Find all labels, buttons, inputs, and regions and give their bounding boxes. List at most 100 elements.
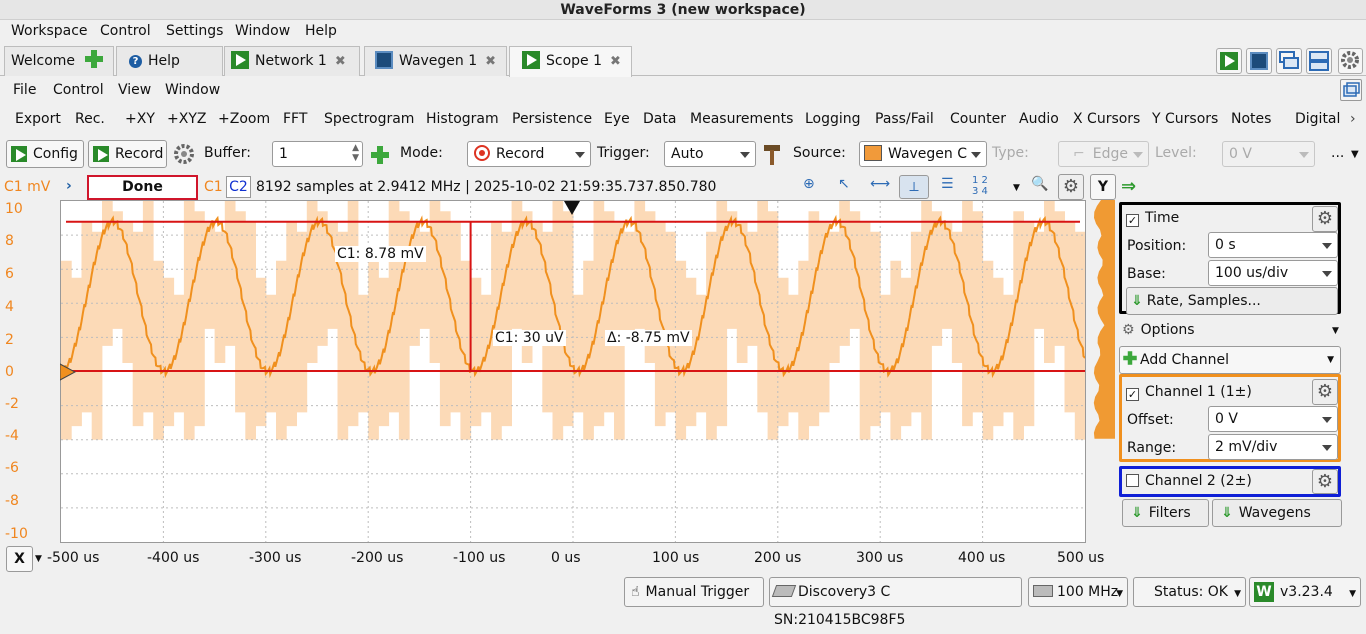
vertical-measure-icon[interactable]: ⟂ bbox=[899, 175, 929, 199]
settings-gear-button[interactable] bbox=[1338, 48, 1363, 74]
config-button[interactable]: Config bbox=[6, 140, 84, 168]
tab-network[interactable]: Network 1 ✖ bbox=[224, 46, 360, 76]
tool-passfail[interactable]: Pass/Fail bbox=[875, 111, 934, 127]
waveform-svg[interactable] bbox=[61, 201, 1085, 542]
cursor-arrow-icon[interactable]: ↖ bbox=[838, 176, 850, 192]
channel1-gear-icon[interactable]: ⚙ bbox=[1312, 379, 1338, 405]
channel2-header[interactable]: Channel 2 (2±) bbox=[1126, 473, 1252, 489]
channel1-header[interactable]: ✓ Channel 1 (1±) bbox=[1126, 384, 1252, 401]
stop-all-button[interactable] bbox=[1246, 48, 1272, 74]
close-icon[interactable]: ✖ bbox=[485, 54, 497, 69]
zoom-in-icon[interactable]: ⊕ bbox=[803, 176, 815, 192]
source-select[interactable]: Wavegen C bbox=[859, 141, 987, 167]
menu-settings[interactable]: Settings bbox=[166, 23, 224, 39]
x-axis-button[interactable]: X bbox=[6, 546, 33, 572]
chevron-down-icon[interactable]: ▼ bbox=[35, 554, 42, 564]
filters-button[interactable]: ⇓ Filters bbox=[1122, 499, 1209, 527]
tab-welcome[interactable]: Welcome bbox=[4, 46, 114, 76]
rate-samples-button[interactable]: ⇓ Rate, Samples... bbox=[1126, 287, 1338, 315]
zoom-search-icon[interactable]: 🔍 bbox=[1031, 176, 1049, 192]
chevron-down-icon[interactable]: ▼ bbox=[1013, 183, 1020, 193]
channel1-tag[interactable]: C1 bbox=[204, 179, 223, 195]
tool-rec[interactable]: Rec. bbox=[75, 111, 105, 127]
tool-xy[interactable]: +XY bbox=[125, 111, 155, 127]
channel1-checkbox[interactable]: ✓ bbox=[1126, 388, 1139, 401]
channel2-checkbox[interactable] bbox=[1126, 474, 1139, 487]
channel2-tag[interactable]: C2 bbox=[226, 176, 251, 198]
tile-windows-button[interactable] bbox=[1306, 48, 1332, 74]
trigger-level-marker-icon[interactable] bbox=[60, 363, 76, 381]
add-plus-icon[interactable] bbox=[84, 49, 104, 69]
scope-plot[interactable] bbox=[60, 200, 1086, 543]
close-icon[interactable]: ✖ bbox=[610, 54, 621, 69]
menu-help[interactable]: Help bbox=[305, 23, 337, 39]
time-gear-icon[interactable]: ⚙ bbox=[1312, 206, 1338, 232]
trigger-position-marker-icon[interactable] bbox=[563, 200, 581, 216]
options-header[interactable]: ⚙ Options bbox=[1122, 322, 1195, 338]
spin-arrows-icon[interactable]: ▲ ▼ bbox=[352, 143, 359, 163]
tool-audio[interactable]: Audio bbox=[1019, 111, 1059, 127]
collapse-arrow-icon[interactable]: ⇒ bbox=[1121, 176, 1137, 197]
cascade-windows-button[interactable] bbox=[1276, 48, 1302, 74]
position-field[interactable]: 0 s bbox=[1208, 232, 1338, 258]
tool-logging[interactable]: Logging bbox=[805, 111, 861, 127]
plot-gear-icon[interactable]: ⚙ bbox=[1058, 174, 1084, 200]
menu-window[interactable]: Window bbox=[235, 23, 291, 39]
wavegens-button[interactable]: ⇓ Wavegens bbox=[1212, 499, 1342, 527]
menu-control[interactable]: Control bbox=[53, 82, 104, 98]
base-field[interactable]: 100 us/div bbox=[1208, 260, 1338, 286]
time-header[interactable]: ✓ Time bbox=[1126, 210, 1179, 227]
tool-export[interactable]: Export bbox=[15, 111, 61, 127]
buffer-spinbox[interactable]: 1 ▲ ▼ bbox=[272, 141, 363, 167]
tab-scope[interactable]: Scope 1 ✖ bbox=[509, 46, 632, 77]
align-icon[interactable]: ☰ bbox=[941, 176, 954, 192]
range-field[interactable]: 2 mV/div bbox=[1208, 434, 1338, 460]
horizontal-measure-icon[interactable]: ⟷ bbox=[870, 176, 891, 192]
more-options[interactable]: ... bbox=[1331, 145, 1345, 161]
tool-fft[interactable]: FFT bbox=[283, 111, 308, 127]
tool-spectrogram[interactable]: Spectrogram bbox=[324, 111, 415, 127]
mode-select[interactable]: Record bbox=[467, 141, 591, 167]
menu-view[interactable]: View bbox=[118, 82, 152, 98]
offset-field[interactable]: 0 V bbox=[1208, 406, 1338, 432]
tool-zoom[interactable]: +Zoom bbox=[218, 111, 271, 127]
add-plus-icon[interactable] bbox=[370, 145, 390, 165]
run-all-button[interactable] bbox=[1216, 48, 1242, 74]
tool-data[interactable]: Data bbox=[643, 111, 677, 127]
clock-select[interactable]: 100 MHz ▼ bbox=[1028, 577, 1128, 607]
tool-measurements[interactable]: Measurements bbox=[690, 111, 794, 127]
gear-icon[interactable] bbox=[172, 142, 196, 166]
chevron-down-icon[interactable]: ▼ bbox=[1351, 149, 1359, 160]
time-checkbox[interactable]: ✓ bbox=[1126, 214, 1139, 227]
close-icon[interactable]: ✖ bbox=[334, 54, 346, 69]
tool-histogram[interactable]: Histogram bbox=[426, 111, 499, 127]
tab-wavegen[interactable]: Wavegen 1 ✖ bbox=[364, 46, 507, 76]
record-button[interactable]: Record bbox=[88, 140, 167, 168]
tool-xyz[interactable]: +XYZ bbox=[167, 111, 207, 127]
restore-window-button[interactable] bbox=[1340, 79, 1362, 101]
channel2-gear-icon[interactable]: ⚙ bbox=[1312, 469, 1338, 494]
status-button[interactable]: Status: OK ▼ bbox=[1133, 577, 1246, 607]
manual-trigger-button[interactable]: ☝ Manual Trigger bbox=[624, 577, 764, 607]
tool-counter[interactable]: Counter bbox=[950, 111, 1006, 127]
tool-digital[interactable]: Digital bbox=[1295, 111, 1341, 127]
tool-notes[interactable]: Notes bbox=[1231, 111, 1272, 127]
device-button[interactable]: Discovery3 C SN:210415BC98F5 bbox=[769, 577, 1022, 628]
tool-y-cursors[interactable]: Y Cursors bbox=[1152, 111, 1219, 127]
expand-chevron-icon[interactable]: › bbox=[66, 178, 72, 194]
menu-file[interactable]: File bbox=[13, 82, 37, 98]
tool-eye[interactable]: Eye bbox=[604, 111, 630, 127]
menu-workspace[interactable]: Workspace bbox=[11, 23, 88, 39]
tab-help[interactable]: ? Help bbox=[116, 46, 223, 76]
y-axis-button[interactable]: Y bbox=[1090, 174, 1116, 200]
trigger-select[interactable]: Auto bbox=[664, 141, 756, 167]
hammer-icon[interactable] bbox=[762, 142, 784, 166]
tool-x-cursors[interactable]: X Cursors bbox=[1073, 111, 1141, 127]
more-tools-chevron-icon[interactable]: › bbox=[1350, 111, 1356, 127]
chevron-down-icon[interactable]: ▼ bbox=[1332, 326, 1339, 336]
tool-persistence[interactable]: Persistence bbox=[512, 111, 593, 127]
add-channel-button[interactable]: Add Channel ▼ bbox=[1119, 346, 1341, 374]
menu-window[interactable]: Window bbox=[165, 82, 221, 98]
